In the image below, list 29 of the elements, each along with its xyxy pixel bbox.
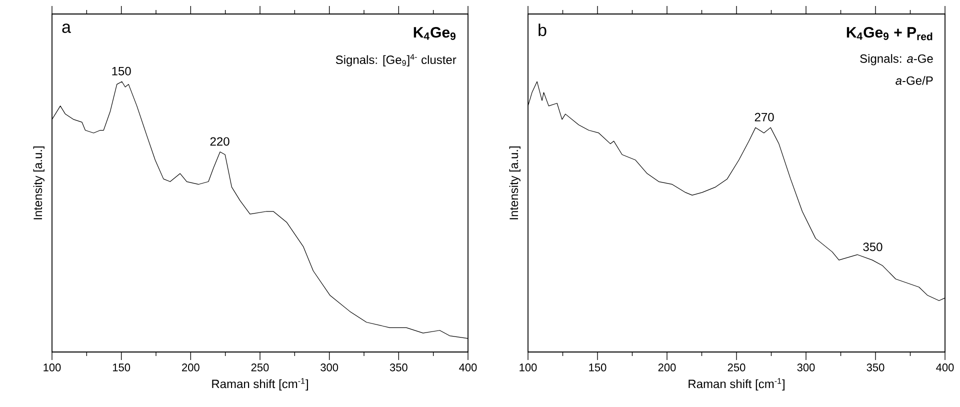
x-tick-label: 250 bbox=[251, 364, 269, 372]
x-tick-label: 400 bbox=[936, 364, 954, 372]
annotation: a-Ge/P bbox=[896, 76, 933, 85]
x-axis-title: Raman shift [cm$^{-1}$] bbox=[688, 378, 784, 391]
chart-title: K$_{4}$Ge$_{9}$ bbox=[414, 27, 456, 40]
annotation: 220 bbox=[210, 137, 230, 146]
annotation: 350 bbox=[863, 242, 882, 252]
annotation: 270 bbox=[754, 112, 774, 122]
text: Signals: [Ge$_{9}$]$^{4-}$ cluster bbox=[336, 54, 456, 66]
text: a bbox=[62, 24, 71, 33]
x-tick-label: 150 bbox=[589, 364, 606, 372]
x-tick-label: 400 bbox=[459, 364, 477, 372]
text: Signals: a-Ge bbox=[860, 54, 933, 66]
x-tick-label: 100 bbox=[520, 364, 537, 372]
chart-title: K$_{4}$Ge$_{9}$ + P$_{red}$ bbox=[846, 27, 932, 40]
x-tick-label: 100 bbox=[44, 364, 61, 372]
y-axis-title: Intensity [a.u.] bbox=[33, 146, 44, 220]
x-tick-label: 250 bbox=[728, 364, 746, 372]
x-tick-label: 150 bbox=[112, 364, 130, 372]
x-tick-label: 300 bbox=[320, 364, 338, 372]
x-tick-label: 350 bbox=[390, 364, 408, 372]
x-tick-label: 200 bbox=[658, 364, 676, 372]
annotation: 150 bbox=[112, 66, 131, 76]
x-tick-label: 300 bbox=[797, 364, 815, 372]
x-tick-label: 200 bbox=[182, 364, 200, 372]
x-axis-title: Raman shift [cm$^{-1}$] bbox=[212, 378, 308, 391]
y-axis-title: Intensity [a.u.] bbox=[509, 146, 520, 220]
text: b bbox=[538, 24, 546, 36]
x-tick-label: 350 bbox=[866, 364, 884, 372]
